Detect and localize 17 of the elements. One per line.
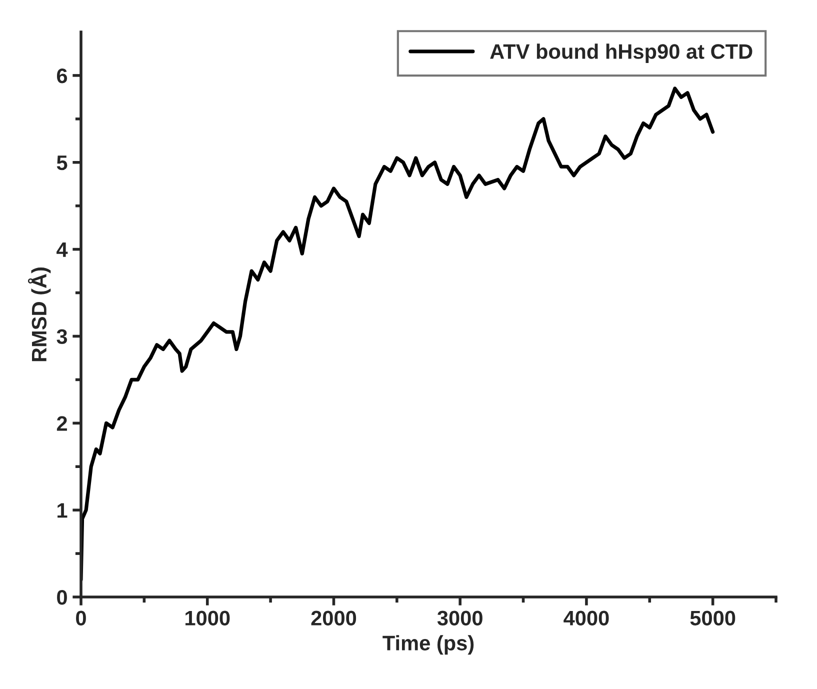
x-tick-label: 0 xyxy=(76,610,86,626)
x-tick-label: 1000 xyxy=(186,610,230,626)
y-tick-label: 6 xyxy=(56,68,68,84)
y-tick-label: 5 xyxy=(56,156,68,170)
y-tick-label: 2 xyxy=(56,416,67,431)
x-axis-title: Time (ps) xyxy=(382,635,474,655)
x-tick-label: 2000 xyxy=(311,610,356,626)
x-tick-label: 4000 xyxy=(564,610,609,626)
y-tick-label: 0 xyxy=(57,590,67,605)
x-tick-label: 3000 xyxy=(437,610,482,626)
y-axis-title: RMSD (Å) xyxy=(28,268,51,362)
legend-label: ATV bound hHsp90 at CTD xyxy=(490,44,752,64)
line-series xyxy=(81,86,715,582)
x-tick-label: 5000 xyxy=(690,610,736,626)
y-tick-label: 4 xyxy=(56,242,68,257)
y-tick-label: 3 xyxy=(56,329,68,344)
y-tick-label: 1 xyxy=(58,503,68,518)
